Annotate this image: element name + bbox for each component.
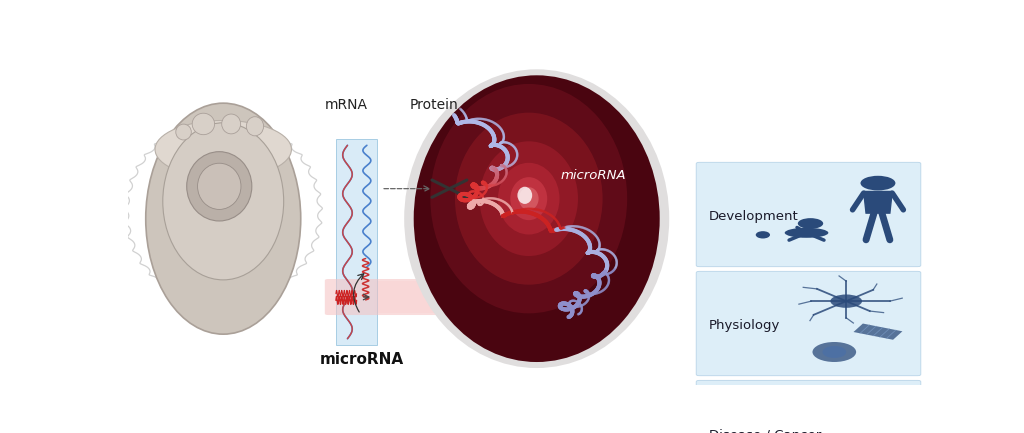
Ellipse shape <box>756 231 770 239</box>
FancyBboxPatch shape <box>375 281 490 313</box>
Ellipse shape <box>812 342 856 362</box>
Ellipse shape <box>455 113 602 284</box>
Ellipse shape <box>247 117 263 136</box>
Ellipse shape <box>404 69 670 368</box>
Ellipse shape <box>186 152 252 221</box>
Ellipse shape <box>163 123 284 280</box>
Ellipse shape <box>430 84 627 313</box>
Text: Physiology: Physiology <box>709 319 780 332</box>
Text: microRNA: microRNA <box>321 352 404 367</box>
Ellipse shape <box>510 177 547 220</box>
FancyBboxPatch shape <box>696 380 921 433</box>
Ellipse shape <box>498 163 559 235</box>
Ellipse shape <box>414 75 659 362</box>
Ellipse shape <box>784 228 828 238</box>
Polygon shape <box>863 191 892 213</box>
Ellipse shape <box>479 141 578 256</box>
Polygon shape <box>811 399 877 421</box>
Polygon shape <box>862 407 912 422</box>
Text: microRNA: microRNA <box>560 169 626 182</box>
Text: Protein: Protein <box>410 98 458 112</box>
Ellipse shape <box>155 120 292 178</box>
Text: mRNA: mRNA <box>325 98 368 112</box>
Ellipse shape <box>822 346 846 358</box>
Ellipse shape <box>145 103 301 334</box>
Polygon shape <box>853 323 902 340</box>
FancyBboxPatch shape <box>696 162 921 267</box>
Ellipse shape <box>193 113 215 135</box>
Ellipse shape <box>221 114 241 134</box>
Circle shape <box>860 176 895 191</box>
FancyBboxPatch shape <box>696 271 921 376</box>
Polygon shape <box>856 421 894 433</box>
Text: Development: Development <box>709 210 799 223</box>
Text: Disease / Cancer: Disease / Cancer <box>709 428 821 433</box>
Ellipse shape <box>176 124 191 140</box>
FancyArrowPatch shape <box>353 274 364 312</box>
Ellipse shape <box>198 163 241 210</box>
FancyBboxPatch shape <box>336 139 377 346</box>
FancyBboxPatch shape <box>325 279 474 315</box>
Circle shape <box>830 294 862 308</box>
Ellipse shape <box>519 187 539 210</box>
Circle shape <box>798 218 823 229</box>
Ellipse shape <box>517 187 532 204</box>
